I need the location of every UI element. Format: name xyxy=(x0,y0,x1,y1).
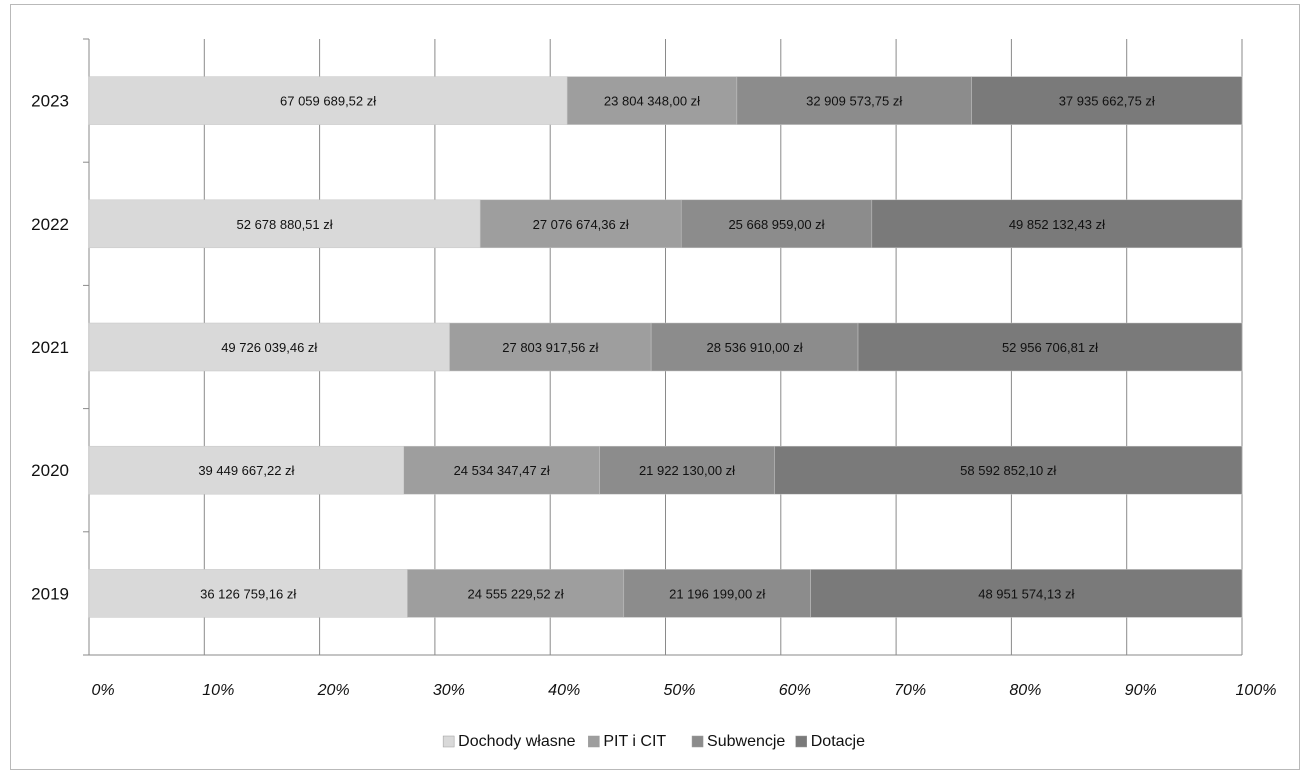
bar-segment xyxy=(407,569,625,618)
bar-segment xyxy=(88,322,450,372)
category-label: 2020 xyxy=(31,461,69,480)
category-label: 2022 xyxy=(31,215,69,234)
bar-segment xyxy=(479,199,682,249)
bar-segment xyxy=(810,569,1243,618)
stacked-bar-chart: 0% 10% 20% 30% 40% 50% 60% 70% 80% 90% 100% 2023 67 … xyxy=(31,38,1277,750)
x-tick-label: 40% xyxy=(548,682,580,699)
bar-segment xyxy=(88,569,408,618)
data-label: 49 726 039,46 zł xyxy=(221,340,317,355)
data-label: 48 951 574,13 zł xyxy=(978,586,1074,601)
x-tick-label: 90% xyxy=(1125,682,1157,699)
bar-segment xyxy=(871,199,1243,249)
x-tick-label: 70% xyxy=(894,682,926,699)
legend-swatch xyxy=(691,735,704,748)
x-tick-label: 60% xyxy=(779,682,811,699)
data-label: 52 956 706,81 zł xyxy=(1002,340,1098,355)
data-label: 24 555 229,52 zł xyxy=(468,586,564,601)
data-label: 27 076 674,36 zł xyxy=(533,217,629,232)
data-label: 32 909 573,75 zł xyxy=(806,94,902,109)
legend-swatch xyxy=(588,735,600,748)
x-tick-label: 100% xyxy=(1236,682,1277,699)
data-label: 67 059 689,52 zł xyxy=(280,94,376,109)
data-label: 58 592 852,10 zł xyxy=(960,463,1056,478)
bar-segment xyxy=(774,445,1243,495)
bar-segment xyxy=(736,76,972,125)
legend-swatch xyxy=(442,735,455,748)
legend-label: Dochody własne xyxy=(458,733,576,750)
x-tick-label: 80% xyxy=(1009,682,1041,699)
bar-segment xyxy=(403,445,600,495)
x-tick-label: 50% xyxy=(663,682,695,699)
x-tick-label: 30% xyxy=(433,682,465,699)
bar-segment xyxy=(449,322,652,372)
data-label: 27 803 917,56 zł xyxy=(502,340,598,355)
bar-segment xyxy=(88,76,568,125)
data-label: 49 852 132,43 zł xyxy=(1009,217,1105,232)
data-label: 21 196 199,00 zł xyxy=(669,586,765,601)
legend-label: PIT i CIT xyxy=(603,733,666,750)
legend-label: Dotacje xyxy=(811,733,865,750)
bar-segment xyxy=(566,76,738,125)
chart-frame: 0% 10% 20% 30% 40% 50% 60% 70% 80% 90% 100% 2023 67 … xyxy=(10,4,1300,770)
legend-swatch xyxy=(795,735,807,748)
data-label: 28 536 910,00 zł xyxy=(707,340,803,355)
data-label: 37 935 662,75 zł xyxy=(1059,94,1155,109)
category-label: 2023 xyxy=(31,92,69,111)
bar-segment xyxy=(88,199,481,249)
bar-segment xyxy=(650,322,859,372)
bar-segment xyxy=(971,76,1243,125)
data-label: 24 534 347,47 zł xyxy=(454,463,550,478)
category-label: 2021 xyxy=(31,338,69,357)
x-tick-label: 10% xyxy=(202,682,234,699)
x-tick-label: 20% xyxy=(317,682,350,699)
bar-segment xyxy=(857,322,1243,372)
x-tick-label: 0% xyxy=(91,682,114,699)
data-label: 52 678 880,51 zł xyxy=(237,217,333,232)
legend-label: Subwencje xyxy=(707,733,785,750)
category-label: 2019 xyxy=(31,584,69,603)
data-label: 25 668 959,00 zł xyxy=(728,217,824,232)
data-label: 39 449 667,22 zł xyxy=(198,463,294,478)
data-label: 21 922 130,00 zł xyxy=(639,463,735,478)
data-label: 36 126 759,16 zł xyxy=(200,586,296,601)
data-label: 23 804 348,00 zł xyxy=(604,94,700,109)
bar-segment xyxy=(680,199,873,249)
bar-segment xyxy=(599,445,775,495)
